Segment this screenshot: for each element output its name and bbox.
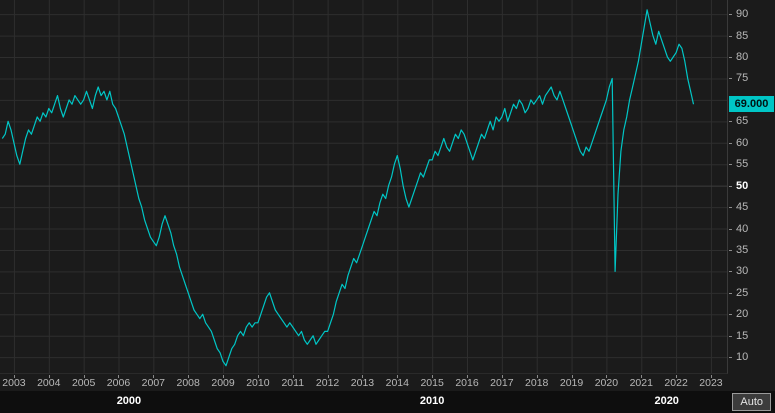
y-tick-label: 80 xyxy=(736,51,749,64)
decade-label: 2010 xyxy=(419,395,445,407)
series-line xyxy=(1,9,695,367)
x-tick-label: 2016 xyxy=(455,377,479,389)
grid-lines xyxy=(0,0,727,373)
x-tick-mark xyxy=(48,375,50,378)
y-tick-label: 40 xyxy=(736,222,749,235)
x-tick-mark xyxy=(257,375,259,378)
y-tick-mark xyxy=(729,357,732,359)
x-tick-mark xyxy=(536,375,538,378)
line-chart xyxy=(0,0,727,373)
y-tick-label: 65 xyxy=(736,115,749,128)
y-tick-mark xyxy=(729,249,732,251)
y-tick-mark xyxy=(729,57,732,59)
x-tick-mark xyxy=(153,375,155,378)
x-tick-mark xyxy=(292,375,294,378)
y-tick-mark xyxy=(729,142,732,144)
x-tick-label: 2008 xyxy=(176,377,200,389)
x-tick-mark xyxy=(641,375,643,378)
x-tick-mark xyxy=(676,375,678,378)
y-tick-label: 15 xyxy=(736,329,749,342)
x-tick-label: 2021 xyxy=(629,377,653,389)
x-tick-label: 2012 xyxy=(315,377,340,389)
y-tick-mark xyxy=(729,271,732,273)
x-tick-label: 2004 xyxy=(37,377,61,389)
x-tick-label: 2007 xyxy=(141,377,166,389)
y-tick-label: 45 xyxy=(736,201,749,214)
y-tick-label: 90 xyxy=(736,8,749,21)
x-tick-label: 2011 xyxy=(281,377,305,389)
x-tick-mark xyxy=(606,375,608,378)
x-tick-label: 2003 xyxy=(2,377,26,389)
x-tick-mark xyxy=(13,375,15,378)
x-axis: 2003 2004 2005 2006 2007 2008 2009 2010 2011 2012… xyxy=(0,375,728,391)
decade-label: 2020 xyxy=(654,395,679,407)
y-tick-label: 30 xyxy=(736,265,749,278)
y-tick-label: 10 xyxy=(736,351,749,364)
y-tick-mark xyxy=(729,207,732,209)
x-tick-mark xyxy=(571,375,573,378)
decade-label: 2000 xyxy=(116,395,142,407)
x-tick-label: 2018 xyxy=(525,377,549,389)
x-tick-mark xyxy=(118,375,120,378)
x-tick-label: 2020 xyxy=(594,377,619,389)
auto-button[interactable]: Auto xyxy=(732,393,771,411)
x-tick-mark xyxy=(432,375,434,378)
decade-strip: Auto 2000 2010 2020 xyxy=(0,391,775,413)
y-tick-label: 20 xyxy=(736,308,749,321)
y-tick-mark xyxy=(729,185,732,187)
y-axis: 69.000 10 15 20 25 30 35 40 45 50 55 60 65 75 80 85 90 xyxy=(729,0,775,374)
x-tick-mark xyxy=(362,375,364,378)
x-tick-label: 2013 xyxy=(350,377,375,389)
y-tick-mark xyxy=(729,164,732,166)
y-tick-label: 25 xyxy=(736,286,749,299)
last-value-badge: 69.000 xyxy=(729,96,774,113)
x-tick-mark xyxy=(467,375,468,378)
y-tick-label: 35 xyxy=(736,243,749,256)
y-tick-label: 60 xyxy=(736,136,749,149)
y-tick-mark xyxy=(729,35,732,37)
x-tick-label: 2022 xyxy=(664,377,688,389)
plot-area[interactable] xyxy=(0,0,728,374)
x-tick-label: 2017 xyxy=(490,377,514,389)
x-tick-label: 2006 xyxy=(106,377,131,389)
x-tick-label: 2019 xyxy=(559,377,584,389)
x-tick-label: 2023 xyxy=(699,377,723,389)
y-tick-label: 55 xyxy=(736,158,749,171)
x-tick-label: 2014 xyxy=(385,377,409,389)
y-tick-mark xyxy=(729,121,732,123)
y-tick-mark xyxy=(729,228,732,230)
x-tick-mark xyxy=(327,375,329,378)
y-tick-mark xyxy=(729,78,732,80)
x-tick-mark xyxy=(710,375,712,378)
y-tick-label: 85 xyxy=(736,29,749,42)
x-tick-label: 2015 xyxy=(420,377,444,389)
y-tick-mark xyxy=(729,314,732,316)
y-tick-label: 50 xyxy=(736,179,749,192)
y-tick-mark xyxy=(729,335,732,337)
y-tick-label: 75 xyxy=(736,72,749,85)
x-tick-mark xyxy=(397,375,399,378)
x-tick-mark xyxy=(188,375,190,378)
x-tick-mark xyxy=(83,375,85,378)
x-tick-mark xyxy=(501,375,503,378)
y-tick-mark xyxy=(729,14,732,16)
x-tick-label: 2005 xyxy=(71,377,96,389)
x-tick-label: 2010 xyxy=(246,377,270,389)
x-tick-label: 2009 xyxy=(211,377,235,389)
y-tick-mark xyxy=(729,292,732,294)
x-tick-mark xyxy=(223,375,225,378)
